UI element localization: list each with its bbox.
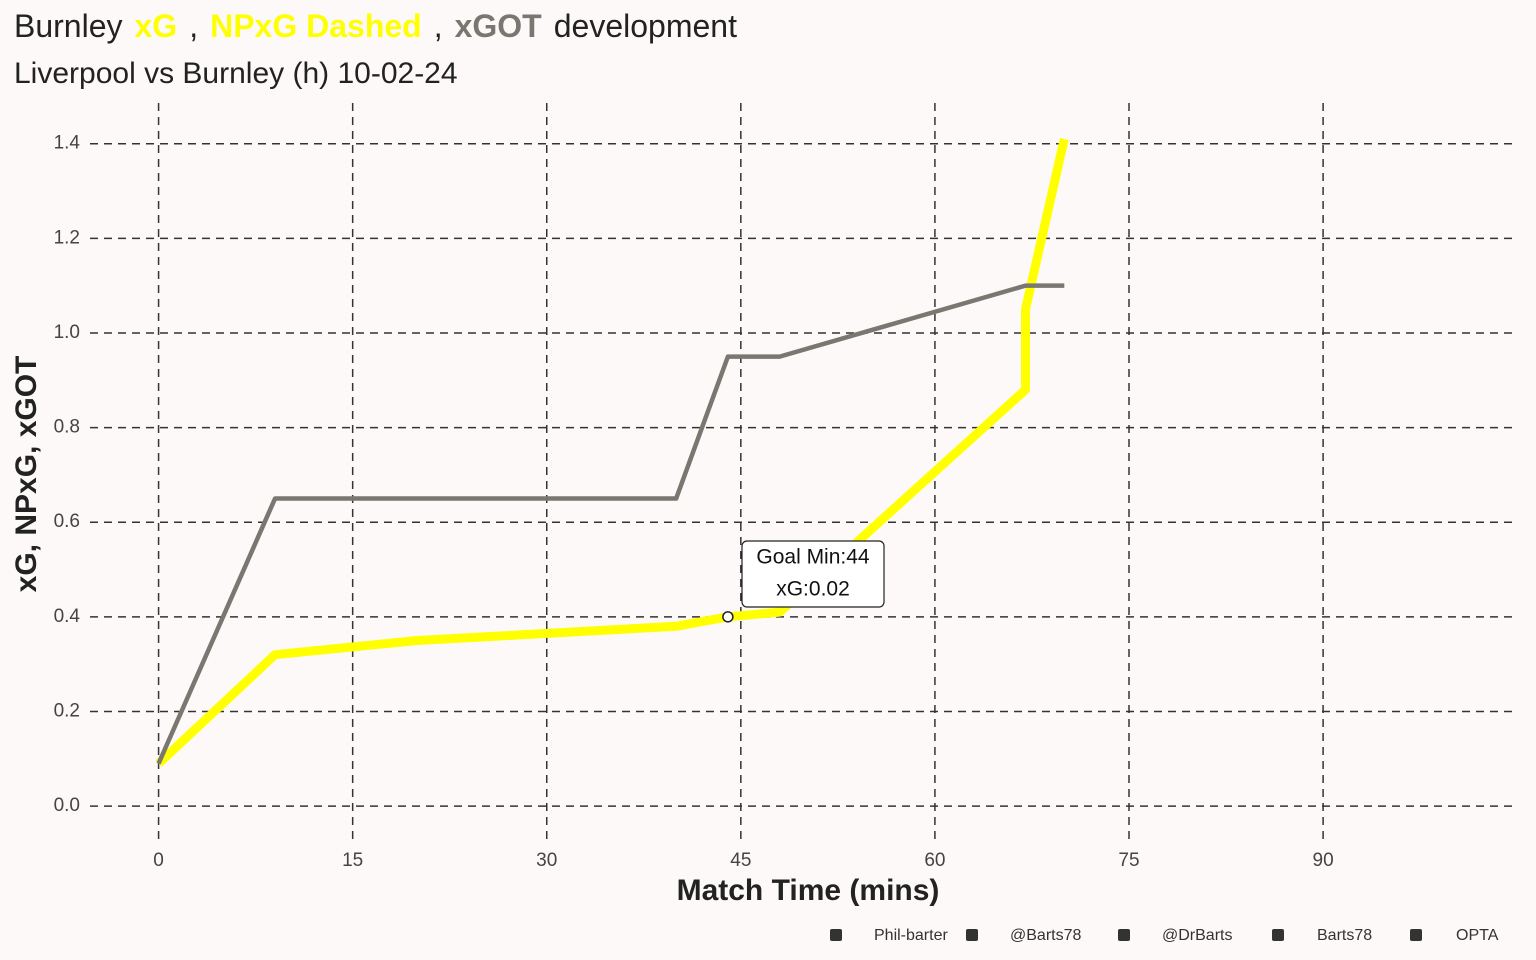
x-axis-label: Match Time (mins) [677, 874, 940, 907]
title-part: xGOT [455, 8, 543, 44]
title-part: development [554, 8, 737, 44]
x-tick-label: 60 [924, 850, 945, 871]
goal-marker [722, 611, 734, 623]
x-tick-label: 15 [342, 850, 363, 871]
annotation-text: xG:0.02 [776, 578, 850, 601]
chart-title: Burnley xG, NPxG Dashed, xGOT development [14, 8, 737, 44]
title-part: , [189, 8, 198, 44]
footer-icon [966, 929, 978, 941]
y-tick-label: 1.4 [54, 133, 81, 154]
y-tick-label: 0.0 [54, 795, 80, 816]
x-tick-label: 90 [1313, 850, 1334, 871]
y-tick-label: 1.0 [54, 322, 80, 343]
footer-text: Phil-barter [874, 927, 948, 944]
footer-icon [830, 929, 842, 941]
x-tick-label: 45 [730, 850, 751, 871]
footer-text: OPTA [1456, 927, 1499, 944]
y-axis-label: xG, NPxG, xGOT [10, 356, 43, 593]
y-tick-label: 0.2 [54, 700, 80, 721]
footer-text: @DrBarts [1162, 927, 1232, 944]
title-part: , [434, 8, 443, 44]
footer-text: Barts78 [1317, 927, 1372, 944]
annotation-box [741, 540, 885, 608]
title-part: NPxG Dashed [210, 8, 422, 44]
title-part: xG [135, 8, 178, 44]
y-tick-label: 0.4 [54, 606, 81, 627]
x-tick-label: 0 [153, 850, 164, 871]
footer: Phil-barter @Barts78 @DrBarts Barts78 OPTA [830, 927, 1499, 944]
chart-subtitle: Liverpool vs Burnley (h) 10-02-24 [14, 57, 458, 90]
y-tick-label: 1.2 [54, 227, 80, 248]
title-part: Burnley [14, 8, 123, 44]
footer-text: @Barts78 [1010, 927, 1081, 944]
annotation-text: Goal Min:44 [756, 546, 870, 569]
series-line [156, 283, 1065, 765]
footer-icon [1272, 929, 1284, 941]
footer-icon [1118, 929, 1130, 941]
y-tick-label: 0.8 [54, 417, 80, 438]
footer-icon [1410, 929, 1422, 941]
x-tick-label: 30 [536, 850, 557, 871]
x-tick-label: 75 [1118, 850, 1139, 871]
y-tick-label: 0.6 [54, 511, 80, 532]
